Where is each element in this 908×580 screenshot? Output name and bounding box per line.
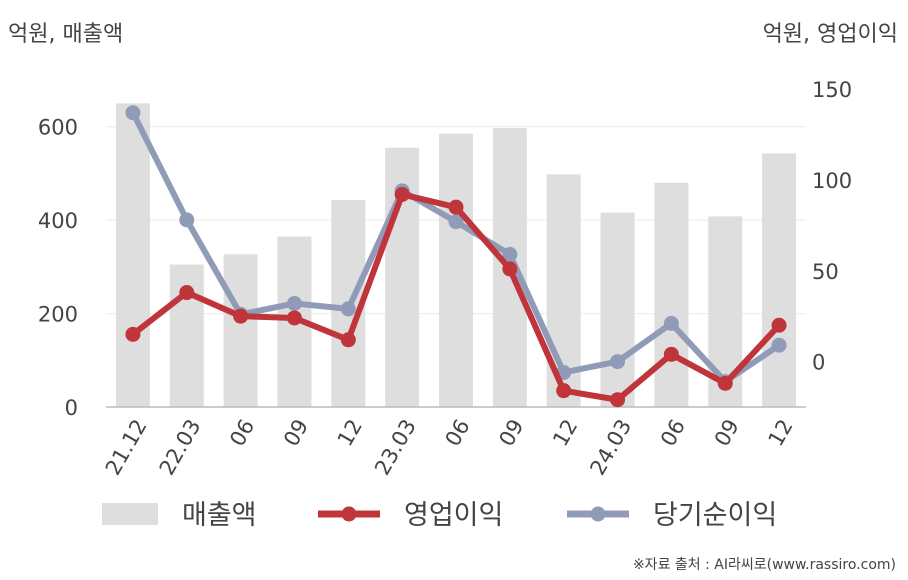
data-point [771, 317, 787, 333]
legend-label: 당기순이익 [653, 500, 777, 531]
data-point [448, 199, 464, 215]
x-tick-label: 12 [333, 415, 367, 450]
data-point [340, 301, 356, 317]
bar [654, 182, 689, 407]
right-tick-label: 150 [812, 78, 852, 102]
data-point [771, 337, 787, 353]
bar [762, 153, 797, 407]
data-point [610, 392, 626, 408]
left-tick-label: 200 [38, 303, 78, 327]
left-tick-label: 0 [65, 396, 78, 420]
x-axis-ticks: 21.12 22.03 06 09 12 23.03 06 09 12 24.03 06 09 12 [101, 415, 798, 479]
legend-swatch-bar [102, 503, 158, 525]
data-point [233, 308, 249, 324]
x-tick-label: 12 [548, 415, 582, 450]
data-point [663, 346, 679, 362]
x-tick-label: 06 [441, 415, 475, 450]
data-point [125, 326, 141, 342]
data-point [556, 383, 572, 399]
x-tick-label: 06 [656, 415, 690, 450]
data-point [286, 310, 302, 326]
legend-swatch-dot [590, 506, 606, 522]
data-point [717, 375, 733, 391]
bar [439, 133, 473, 407]
data-point [340, 332, 356, 348]
legend-label: 영업이익 [404, 500, 503, 531]
left-tick-label: 400 [38, 209, 78, 233]
data-point [610, 354, 626, 370]
data-point [179, 212, 195, 228]
data-point [179, 285, 195, 301]
right-tick-label: 50 [812, 260, 839, 284]
data-point [448, 214, 464, 230]
x-tick-label: 12 [764, 415, 798, 450]
bar [115, 103, 150, 407]
left-axis-ticks: 0 200 400 600 [38, 116, 78, 420]
bars-group [115, 103, 797, 407]
data-point [125, 105, 141, 121]
x-tick-label: 22.03 [155, 415, 206, 479]
legend-swatch-dot [341, 506, 357, 522]
left-tick-label: 600 [38, 116, 78, 140]
legend-label: 매출액 [182, 500, 257, 531]
left-axis-unit-label: 억원, 매출액 [8, 22, 124, 47]
x-tick-label: 21.12 [101, 415, 152, 479]
x-tick-label: 06 [225, 415, 259, 450]
lines-group [125, 105, 787, 408]
data-point [286, 295, 302, 311]
right-axis-unit-label: 억원, 영업이익 [762, 22, 898, 47]
data-point [663, 315, 679, 331]
legend: 매출액 영업이익 당기순이익 [102, 500, 777, 531]
bar [223, 254, 258, 407]
data-point [394, 186, 410, 202]
right-axis-ticks: 0 50 100 150 [812, 78, 852, 375]
source-note: ※자료 출처 : AI라씨로(www.rassiro.com) [632, 557, 896, 573]
x-tick-label: 23.03 [370, 415, 421, 479]
data-point [502, 246, 518, 262]
x-tick-label: 09 [279, 415, 313, 450]
right-tick-label: 100 [812, 169, 852, 193]
data-point [502, 261, 518, 277]
bar [600, 212, 635, 407]
x-tick-label: 09 [710, 415, 744, 450]
right-tick-label: 0 [812, 351, 825, 375]
x-tick-label: 09 [494, 415, 528, 450]
x-tick-label: 24.03 [585, 415, 636, 479]
